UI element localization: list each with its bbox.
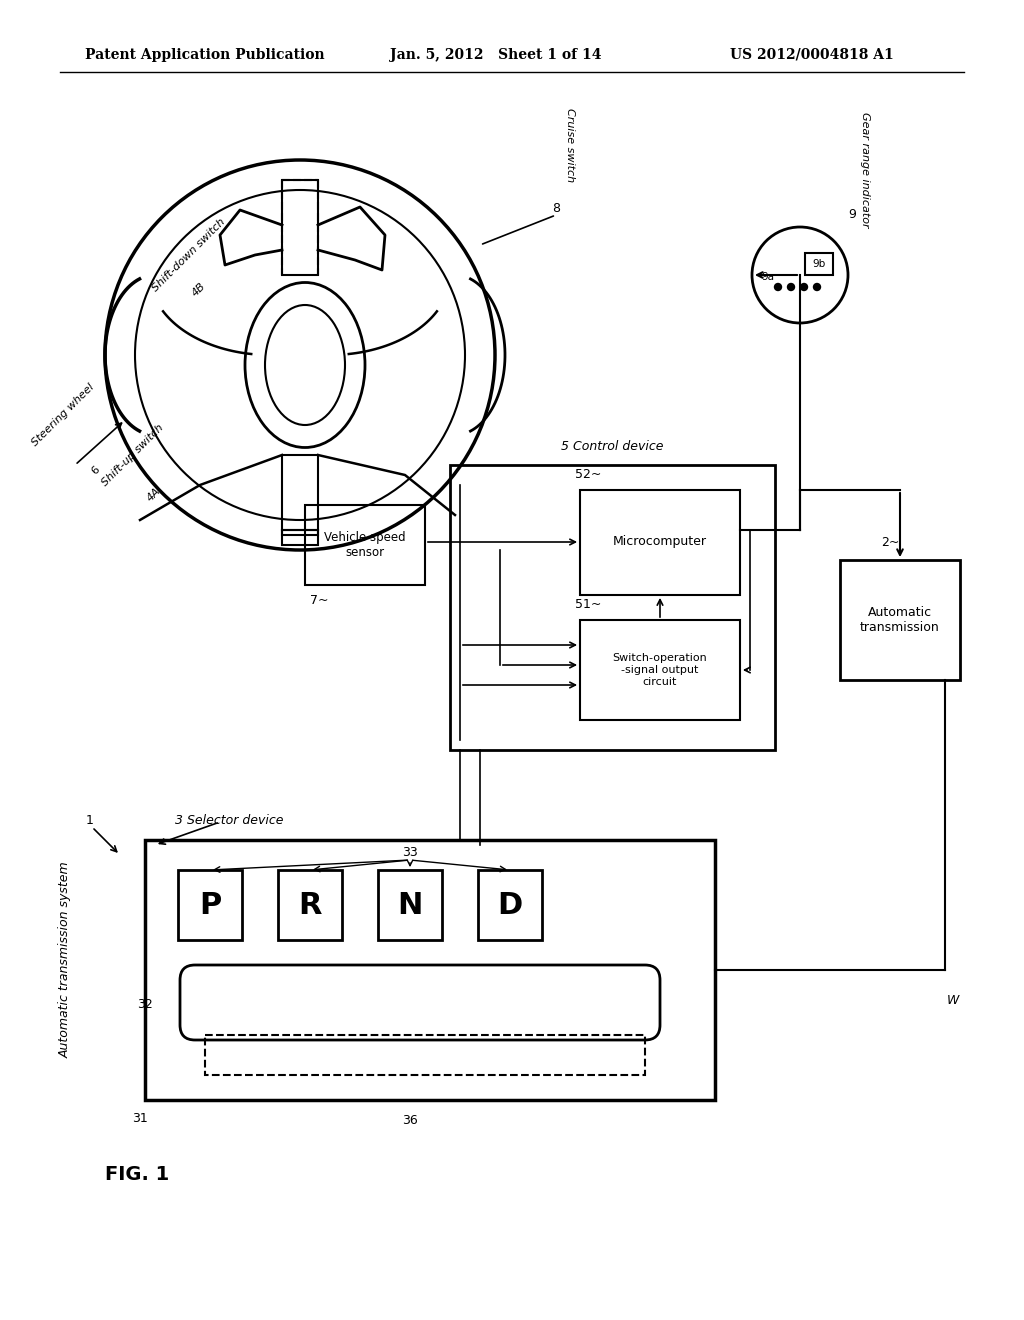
Bar bbox=[278, 870, 342, 940]
Bar bbox=[450, 465, 775, 750]
Text: Vehicle speed
sensor: Vehicle speed sensor bbox=[325, 531, 406, 558]
Bar bbox=[580, 620, 740, 719]
Bar bbox=[145, 840, 715, 1100]
Text: 33: 33 bbox=[402, 846, 418, 858]
Text: 4B: 4B bbox=[190, 281, 208, 298]
Bar bbox=[282, 180, 318, 275]
Text: P: P bbox=[199, 891, 221, 920]
Text: Gear range indicator: Gear range indicator bbox=[860, 112, 870, 228]
Bar bbox=[205, 1035, 645, 1074]
Text: 5 Control device: 5 Control device bbox=[561, 441, 664, 454]
Text: US 2012/0004818 A1: US 2012/0004818 A1 bbox=[730, 48, 894, 62]
Text: 52~: 52~ bbox=[575, 469, 601, 482]
Text: 9: 9 bbox=[848, 209, 856, 222]
Text: Switch-operation
-signal output
circuit: Switch-operation -signal output circuit bbox=[612, 653, 708, 686]
Text: 36: 36 bbox=[402, 1114, 418, 1126]
Text: 9b: 9b bbox=[812, 259, 825, 269]
Text: Cruise switch: Cruise switch bbox=[565, 108, 575, 182]
Text: 4A: 4A bbox=[145, 486, 163, 504]
Text: Automatic transmission system: Automatic transmission system bbox=[58, 862, 72, 1059]
Text: N: N bbox=[397, 891, 423, 920]
Text: Jan. 5, 2012   Sheet 1 of 14: Jan. 5, 2012 Sheet 1 of 14 bbox=[390, 48, 601, 62]
Text: FIG. 1: FIG. 1 bbox=[105, 1166, 169, 1184]
Text: 1: 1 bbox=[86, 813, 94, 826]
Text: 31: 31 bbox=[132, 1111, 147, 1125]
Text: 32: 32 bbox=[137, 998, 153, 1011]
Bar bbox=[478, 870, 542, 940]
Text: 7~: 7~ bbox=[310, 594, 329, 606]
Bar bbox=[580, 490, 740, 595]
Text: Shift-up switch: Shift-up switch bbox=[100, 422, 166, 488]
Text: Shift-down switch: Shift-down switch bbox=[150, 216, 226, 293]
Text: Patent Application Publication: Patent Application Publication bbox=[85, 48, 325, 62]
Text: 8: 8 bbox=[552, 202, 560, 214]
Bar bbox=[840, 560, 961, 680]
Bar bbox=[805, 253, 833, 275]
Text: Automatic
transmission: Automatic transmission bbox=[860, 606, 940, 634]
Bar bbox=[305, 506, 425, 585]
Circle shape bbox=[813, 284, 820, 290]
Bar bbox=[178, 870, 242, 940]
Text: 2~: 2~ bbox=[881, 536, 899, 549]
Circle shape bbox=[787, 284, 795, 290]
Text: Steering wheel: Steering wheel bbox=[30, 381, 96, 447]
Text: 9a: 9a bbox=[761, 272, 774, 282]
Text: 3 Selector device: 3 Selector device bbox=[175, 813, 284, 826]
Bar bbox=[282, 455, 318, 535]
Text: 51~: 51~ bbox=[575, 598, 601, 611]
Text: R: R bbox=[298, 891, 322, 920]
Text: Microcomputer: Microcomputer bbox=[613, 536, 707, 549]
Text: D: D bbox=[498, 891, 522, 920]
Text: 6: 6 bbox=[90, 465, 102, 477]
Circle shape bbox=[801, 284, 808, 290]
Text: W: W bbox=[947, 994, 959, 1006]
Bar bbox=[378, 870, 442, 940]
Bar bbox=[282, 531, 318, 545]
Circle shape bbox=[774, 284, 781, 290]
